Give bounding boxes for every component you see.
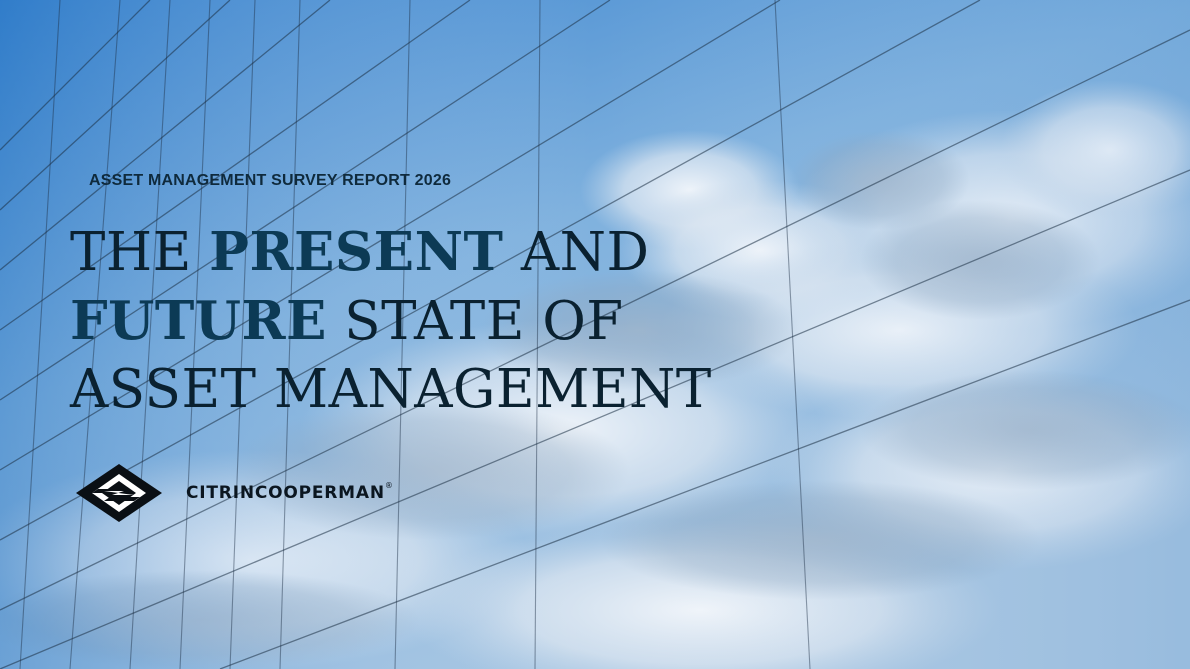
company-logo: CITRINCOOPERMAN®: [74, 462, 394, 524]
report-headline: THE PRESENT AND FUTURE STATE OF ASSET MA…: [70, 218, 1150, 424]
company-name-text: CITRINCOOPERMAN: [186, 483, 385, 503]
registered-mark: ®: [384, 481, 394, 490]
headline-word: STATE OF: [326, 291, 624, 352]
citrincooperman-mark-icon: [76, 464, 162, 522]
headline-line-1: THE PRESENT AND: [70, 218, 1150, 287]
headline-accent-word: PRESENT: [209, 221, 504, 283]
headline-line-3: ASSET MANAGEMENT: [70, 359, 712, 420]
company-name: CITRINCOOPERMAN®: [186, 481, 394, 503]
headline-accent-word: FUTURE: [70, 290, 327, 352]
headline-word: THE: [70, 222, 210, 283]
headline-line-2: FUTURE STATE OF: [70, 287, 1150, 356]
headline-word: AND: [503, 222, 650, 283]
report-eyebrow: ASSET MANAGEMENT SURVEY REPORT 2026: [89, 172, 452, 189]
